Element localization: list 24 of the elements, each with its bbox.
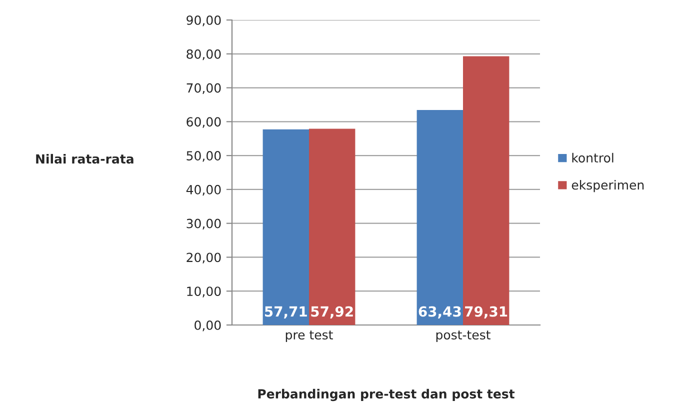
y-tick-label: 90,00 <box>186 15 221 26</box>
data-label: 79,31 <box>465 306 508 319</box>
y-tick-label: 80,00 <box>186 49 221 60</box>
y-tick-label: 20,00 <box>186 252 221 264</box>
bar <box>416 110 463 325</box>
data-label: 57,71 <box>265 306 307 319</box>
data-label: 63,43 <box>418 306 461 319</box>
y-tick-label: 70,00 <box>186 83 221 94</box>
y-axis-title: Nilai rata-rata <box>36 154 134 164</box>
y-tick-label: 40,00 <box>186 184 221 196</box>
bar <box>262 129 309 325</box>
y-tick-label: 0,00 <box>194 320 221 332</box>
bar <box>309 128 356 325</box>
x-tick-label: post-test <box>436 330 490 342</box>
x-tick-label: pre test <box>286 330 333 342</box>
bar <box>463 56 510 325</box>
y-tick-label: 50,00 <box>186 151 221 162</box>
data-label: 57,92 <box>311 306 353 319</box>
y-tick-label: 30,00 <box>186 218 221 230</box>
legend-label: eksperimen <box>572 180 644 192</box>
y-tick-label: 10,00 <box>187 286 221 298</box>
x-axis-title: Perbandingan pre-test dan post test <box>258 388 515 402</box>
legend-label: kontrol <box>572 152 614 163</box>
y-tick-label: 60,00 <box>186 117 221 128</box>
